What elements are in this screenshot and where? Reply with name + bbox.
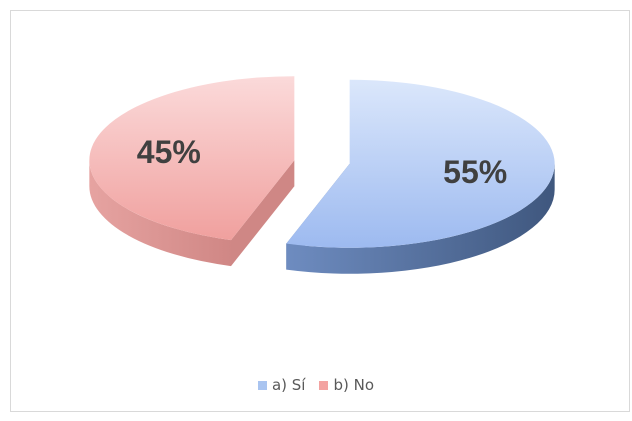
legend-label-si: a) Sí [271,376,306,394]
data-label-si: 55% [443,154,507,190]
legend-label-no: b) No [333,376,375,394]
slice-no [89,76,295,241]
legend-item-si: a) Sí [257,376,306,394]
legend-item-no: b) No [319,376,374,394]
data-label-no: 45% [137,134,201,170]
legend: a) Sí b) No [0,373,632,397]
slice-side-no [89,160,231,267]
legend-swatch-no [319,380,329,390]
slice-side-si [286,163,555,274]
slice-wall-no [230,160,295,267]
legend-swatch-si [257,380,267,390]
slice-si [286,79,555,248]
